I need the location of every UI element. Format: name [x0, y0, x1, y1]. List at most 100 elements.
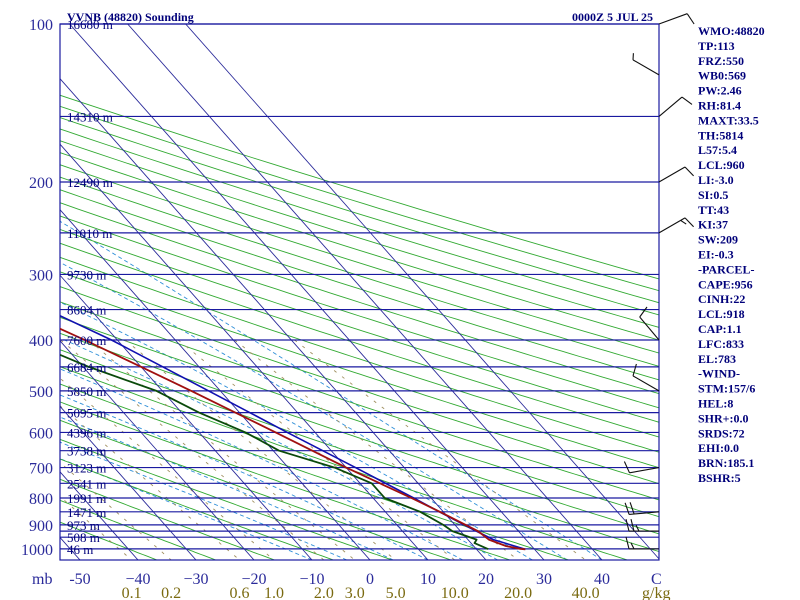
- index-item: TH:5814: [698, 128, 743, 142]
- index-item: HEL:8: [698, 397, 733, 411]
- dewpoint-profile-line: [60, 353, 489, 550]
- height-label: 1471 m: [67, 505, 106, 520]
- index-item: FRZ:550: [698, 54, 744, 68]
- mixing-ratio-labels: 0.1 0.2 0.6 1.0 2.0 3.0 5.0 10.0 20.0 40.0: [122, 585, 600, 600]
- temperature-end-label: C: [651, 571, 662, 588]
- index-item: CAP:1.1: [698, 322, 742, 336]
- dry-adiabat: [60, 438, 393, 560]
- dry-adiabat: [60, 128, 659, 316]
- height-label: 11010 m: [67, 226, 112, 241]
- pressure-tick-label: 1000: [21, 542, 53, 559]
- dry-adiabat: [60, 215, 659, 409]
- wind-barb-flag: [684, 217, 694, 228]
- height-label: 3123 m: [67, 461, 106, 476]
- mixing-ratio-label: 40.0: [572, 585, 600, 600]
- wind-barb: [658, 166, 694, 183]
- index-item: LFC:833: [698, 337, 744, 351]
- index-item: MAXT:33.5: [698, 113, 759, 127]
- mixing-ratio-label: 0.2: [161, 585, 181, 600]
- wind-barb: [658, 96, 693, 117]
- temperature-tick-label: −40: [125, 571, 150, 588]
- height-label: 14310 m: [67, 109, 113, 124]
- index-item: TP:113: [698, 39, 735, 53]
- dry-adiabat: [60, 117, 659, 304]
- dry-adiabat: [60, 202, 659, 395]
- pressure-tick-label: 800: [29, 491, 53, 508]
- index-item: WMO:48820: [698, 24, 765, 38]
- pressure-tick-label: 400: [29, 333, 53, 350]
- index-item: PW:2.46: [698, 84, 742, 98]
- mixing-ratio-line: [88, 339, 356, 560]
- temperature-tick-label: 0: [366, 571, 374, 588]
- wind-barb-flag: [686, 13, 695, 25]
- wind-barb: [658, 217, 694, 234]
- wind-barb: [623, 461, 660, 474]
- wind-barb-shaft: [629, 467, 660, 474]
- mixing-ratio-label: 3.0: [345, 585, 365, 600]
- wind-barb-flag: [629, 502, 635, 515]
- index-item: LCL:918: [698, 307, 745, 321]
- temperature-tick-label: −30: [183, 571, 208, 588]
- pressure-tick-label: 300: [29, 267, 53, 284]
- dry-adiabats: [60, 94, 659, 560]
- dry-adiabat: [60, 332, 659, 535]
- height-label: 5095 m: [67, 406, 106, 421]
- wind-barb-flag: [681, 96, 693, 105]
- dry-adiabat: [60, 242, 659, 438]
- dry-adiabat: [60, 383, 569, 560]
- wind-barb: [632, 53, 660, 76]
- wind-barb: [658, 13, 695, 25]
- index-item: CINH:22: [698, 292, 745, 306]
- temperature-tick-label: −10: [299, 571, 324, 588]
- dry-adiabat: [60, 228, 659, 423]
- dry-adiabat: [60, 164, 659, 354]
- index-item: BRN:185.1: [698, 456, 754, 470]
- index-item: STM:157/6: [698, 382, 755, 396]
- mixing-ratio-unit-label: g/kg: [642, 585, 670, 600]
- height-labels: 16680 m 14310 m 12490 m 11010 m 9730 m 8604 m…: [67, 17, 113, 557]
- pressure-tick-labels: 100 200 300 400 500 600 700 800 900 1000: [21, 17, 53, 559]
- pressure-tick-label: 700: [29, 461, 53, 478]
- mixing-ratio-line: [60, 339, 325, 560]
- mixing-ratio-lines: [60, 339, 586, 560]
- wind-barb-flag: [680, 219, 687, 225]
- index-item: LI:-3.0: [698, 173, 734, 187]
- height-label: 6684 m: [67, 360, 106, 375]
- index-item: EHI:0.0: [698, 441, 739, 455]
- temperature-tick-label: 40: [594, 571, 610, 588]
- index-item: WB0:569: [698, 69, 746, 83]
- index-item: EL:783: [698, 352, 736, 366]
- wind-barb: [632, 363, 660, 392]
- height-label: 508 m: [67, 530, 100, 545]
- index-item: SHR+:0.0: [698, 411, 749, 425]
- height-label: 12490 m: [67, 175, 113, 190]
- wind-barb: [639, 306, 660, 341]
- pressure-tick-label: 200: [29, 175, 53, 192]
- profiles: [60, 314, 526, 551]
- isotherm-line: [0, 24, 22, 560]
- height-label: 4396 m: [67, 425, 106, 440]
- dry-adiabat: [60, 349, 659, 553]
- dry-adiabat: [60, 176, 659, 367]
- mixing-ratio-label: 20.0: [504, 585, 532, 600]
- wind-barb-flag: [624, 502, 630, 515]
- mixing-ratio-line: [234, 339, 519, 560]
- index-item: KI:37: [698, 218, 728, 232]
- wind-barb-shaft: [658, 166, 686, 183]
- wind-barb-shaft: [632, 375, 660, 392]
- mixing-ratio-label: 0.6: [230, 585, 250, 600]
- index-item: -PARCEL-: [698, 262, 754, 276]
- wind-barb-shaft: [639, 316, 660, 341]
- index-item: BSHR:5: [698, 471, 741, 485]
- isotherms: [0, 24, 659, 560]
- height-label: 7600 m: [67, 333, 106, 348]
- index-item: RH:81.4: [698, 99, 741, 113]
- index-item: SI:0.5: [698, 188, 728, 202]
- wind-barb-shaft: [658, 96, 683, 117]
- index-item: SRDS:72: [698, 426, 745, 440]
- wind-barb-shaft: [658, 13, 688, 25]
- dry-adiabat: [60, 286, 659, 485]
- isotherm-line: [185, 24, 659, 560]
- temperature-tick-labels: -50 −40 −30 −20 −10 0 10 20 30 40: [69, 571, 610, 588]
- mixing-ratio-label: 0.1: [122, 585, 142, 600]
